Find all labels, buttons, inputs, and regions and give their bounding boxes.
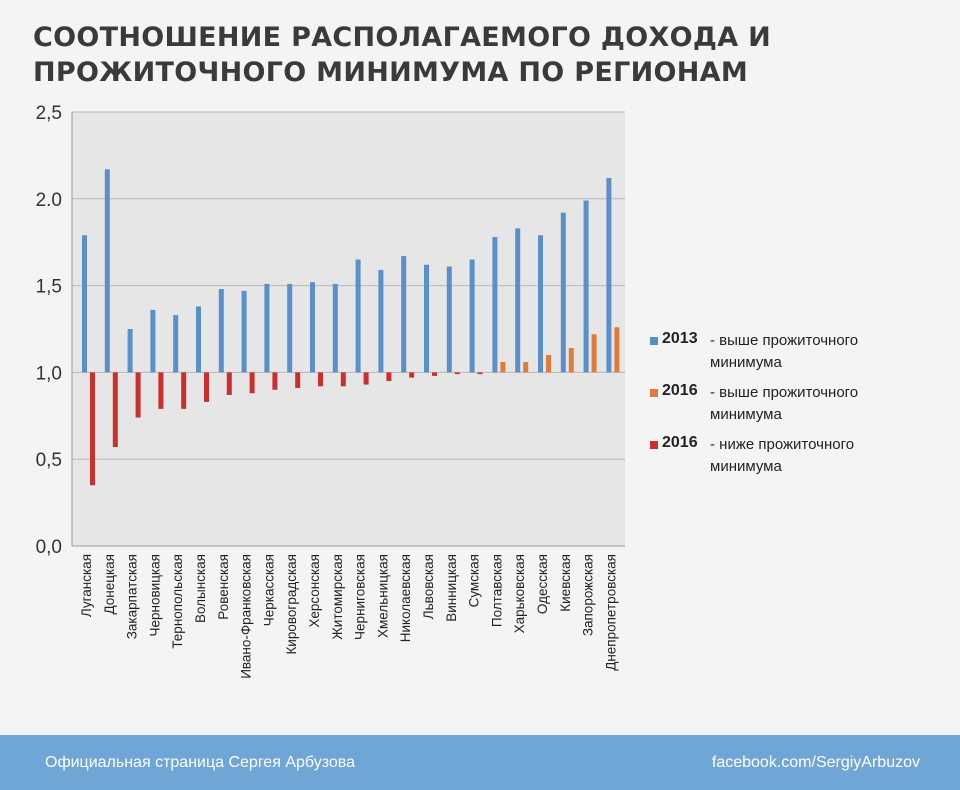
bar-2013 xyxy=(446,266,452,373)
bar-2016 xyxy=(386,372,392,382)
plot-area xyxy=(72,112,625,546)
bar-2013 xyxy=(583,200,589,373)
bar-2016 xyxy=(181,372,187,409)
x-tick-label: Тернопольская xyxy=(170,554,185,649)
bar-2013 xyxy=(310,282,315,373)
bar-2013 xyxy=(196,306,201,373)
x-tick-label: Николаевская xyxy=(398,554,413,642)
legend-year: 2013 xyxy=(662,330,698,347)
bar-2013 xyxy=(332,283,338,373)
bar-2016 xyxy=(614,327,620,373)
bar-2013 xyxy=(127,329,133,373)
bar-2016 xyxy=(432,372,437,376)
bar-2013 xyxy=(469,259,475,373)
x-tick-label: Закарпатская xyxy=(125,554,140,639)
x-tick-label: Донецкая xyxy=(102,554,117,615)
bar-2016 xyxy=(272,372,278,390)
footer: Официальная страница Сергея Арбузова fac… xyxy=(0,735,960,790)
bar-chart: 0,0 0,5 1,0 1,5 2.0 2,5 Луганская Донецкая Зака… xyxy=(36,103,625,679)
legend-item-2016-above: 2016 - выше прожиточного минимума xyxy=(648,382,948,423)
bar-2016 xyxy=(523,361,529,373)
x-tick-label: Черниговская xyxy=(353,554,368,640)
y-tick-label: 0,5 xyxy=(36,450,62,471)
y-tick-label: 1,5 xyxy=(36,277,62,298)
bar-2016 xyxy=(568,348,574,373)
x-tick-label: Харьковская xyxy=(512,554,527,633)
legend-swatch xyxy=(650,441,658,449)
x-tick-label: Волынская xyxy=(193,554,208,623)
legend-item-2013-above: 2013 - выше прожиточного минимума xyxy=(648,330,948,371)
x-tick-label: Черкасская xyxy=(261,554,276,626)
chart-title: СООТНОШЕНИЕ РАСПОЛАГАЕМОГО ДОХОДА И ПРОЖ… xyxy=(33,20,833,90)
x-tick-label: Одесская xyxy=(535,554,550,614)
x-tick-label: Черновицкая xyxy=(147,554,162,636)
bar-2016 xyxy=(158,372,164,409)
x-tick-label: Кировоградская xyxy=(284,554,299,655)
bar-2016 xyxy=(363,372,369,385)
bar-2013 xyxy=(378,269,384,373)
bar-2016 xyxy=(591,334,597,373)
bar-2016 xyxy=(112,372,118,448)
y-tick-label: 2,5 xyxy=(36,103,62,124)
legend-text: - выше прожиточного минимума xyxy=(710,332,859,371)
bar-2013 xyxy=(401,256,407,373)
bar-2013 xyxy=(424,264,429,373)
bar-2016 xyxy=(477,372,483,375)
bar-2013 xyxy=(606,177,612,373)
legend: 2013 - выше прожиточного минимума 2016 -… xyxy=(648,330,948,486)
legend-text: - выше прожиточного минимума xyxy=(710,384,859,423)
legend-year: 2016 xyxy=(662,382,698,399)
bar-2013 xyxy=(173,315,179,373)
x-tick-label: Винницкая xyxy=(444,554,459,622)
bar-2013 xyxy=(287,283,293,373)
x-tick-label: Ивано-Франковская xyxy=(239,554,254,679)
bar-2016 xyxy=(454,372,460,375)
chart-title-line-2: ПРОЖИТОЧНОГО МИНИМУМА ПО РЕГИОНАМ xyxy=(33,57,748,88)
bar-2016 xyxy=(90,372,95,486)
x-tick-label: Львовская xyxy=(421,554,436,619)
footer-facebook-link[interactable]: facebook.com/SergiyArbuzov xyxy=(711,754,920,771)
legend-item-2016-below: 2016 - ниже прожиточного минимума xyxy=(648,434,948,475)
bar-2013 xyxy=(241,290,247,373)
x-tick-label: Киевская xyxy=(558,554,573,612)
x-tick-label: Ровенская xyxy=(216,554,231,620)
bar-2016 xyxy=(409,372,415,378)
bar-2016 xyxy=(340,372,346,387)
legend-year: 2016 xyxy=(662,434,698,451)
bar-2013 xyxy=(355,259,361,373)
y-tick-label: 2.0 xyxy=(36,190,62,211)
footer-page-name: Официальная страница Сергея Арбузова xyxy=(45,754,355,771)
bar-2016 xyxy=(500,361,506,373)
legend-text: - ниже прожиточного минимума xyxy=(710,436,855,475)
y-tick-label: 1,0 xyxy=(36,363,62,384)
bar-2013 xyxy=(538,235,543,373)
bar-2016 xyxy=(226,372,232,395)
bar-2013 xyxy=(515,228,521,373)
legend-swatch xyxy=(650,337,658,345)
bar-2016 xyxy=(204,372,209,402)
legend-swatch xyxy=(650,389,658,397)
x-tick-label: Луганская xyxy=(79,554,94,617)
bar-2013 xyxy=(560,212,566,373)
x-tick-label: Хмельницкая xyxy=(375,554,390,638)
bar-2016 xyxy=(135,372,141,418)
x-tick-label: Запорожская xyxy=(581,554,596,636)
chart-title-line-1: СООТНОШЕНИЕ РАСПОЛАГАЕМОГО ДОХОДА И xyxy=(33,22,772,53)
bar-2016 xyxy=(295,372,301,389)
bar-2013 xyxy=(218,289,224,373)
bar-2013 xyxy=(82,235,87,373)
bar-2013 xyxy=(104,169,110,373)
bar-2013 xyxy=(150,309,156,373)
bar-2013 xyxy=(492,236,498,373)
x-tick-label: Житомирская xyxy=(330,554,345,640)
x-tick-label: Сумская xyxy=(467,554,482,607)
y-tick-label: 0,0 xyxy=(36,537,62,558)
bar-2016 xyxy=(249,372,255,394)
bar-2013 xyxy=(264,283,270,373)
x-tick-label: Днепропетровская xyxy=(603,554,618,671)
x-tick-label: Херсонская xyxy=(307,554,322,628)
bar-2016 xyxy=(318,372,323,387)
bar-2016 xyxy=(546,355,551,373)
x-tick-label: Полтавская xyxy=(489,554,504,627)
